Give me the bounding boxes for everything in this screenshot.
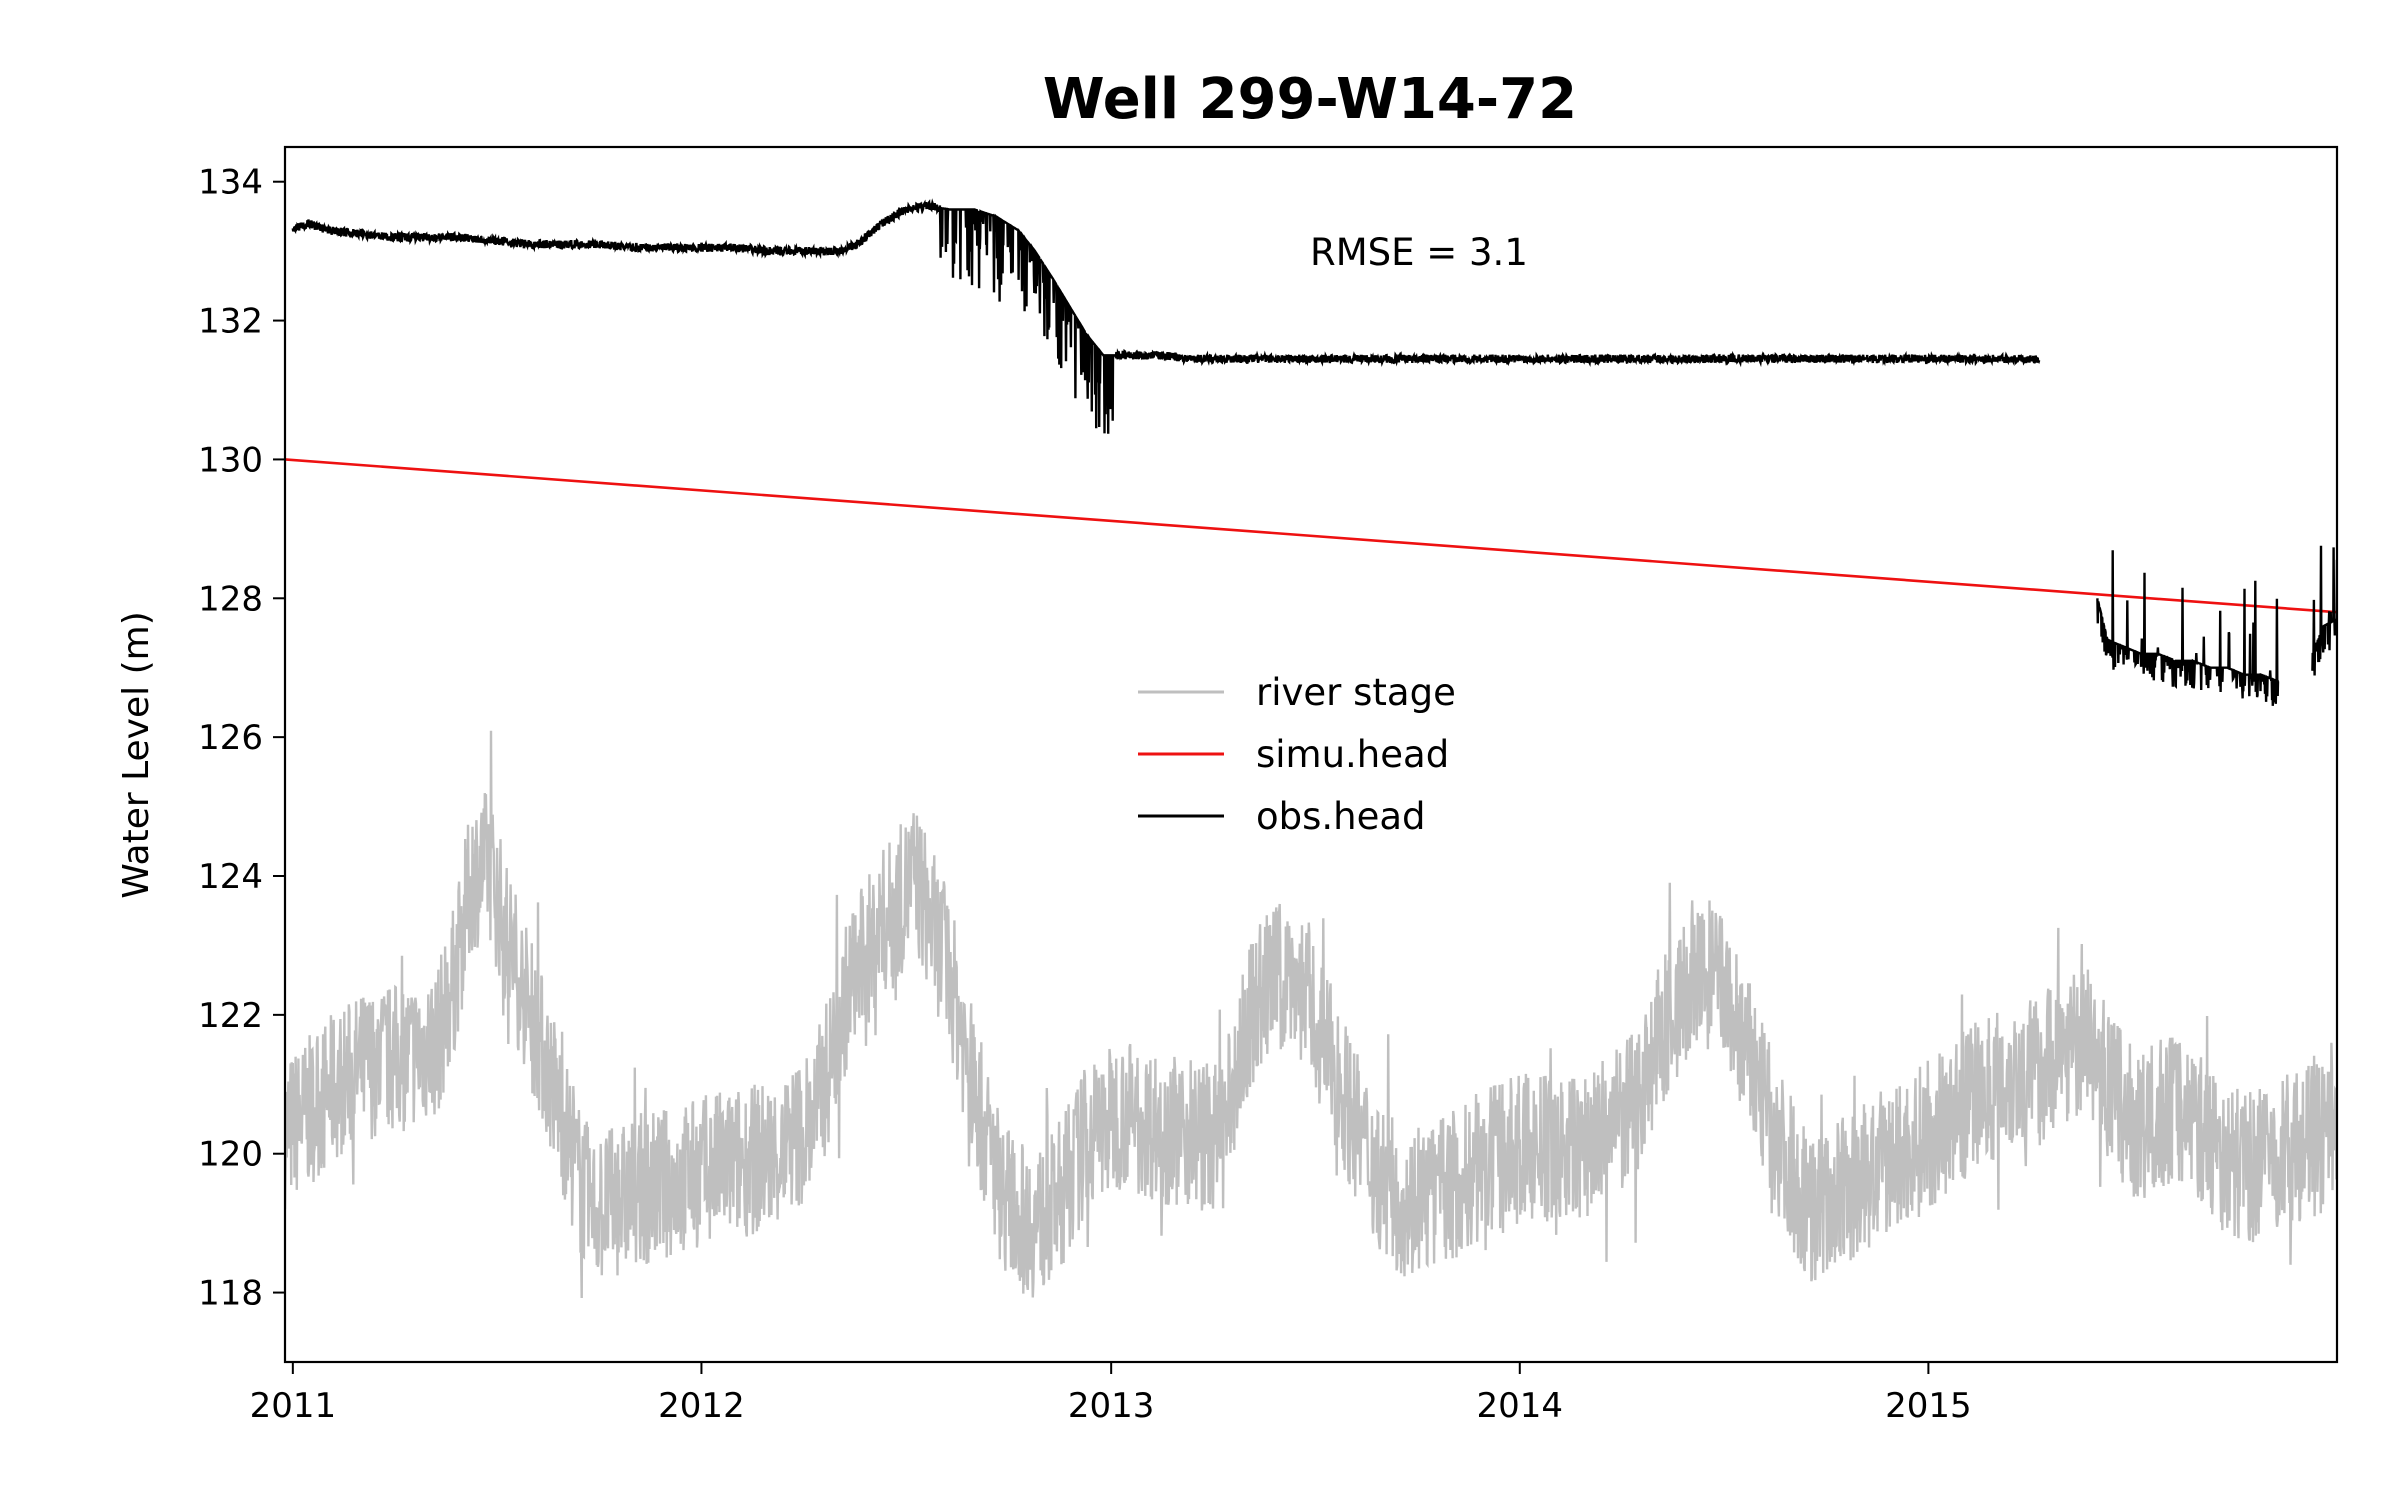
y-tick-label-124: 124 bbox=[198, 857, 263, 897]
x-tick-label-2012: 2012 bbox=[658, 1386, 745, 1426]
y-axis: 118 120 122 124 126 128 130 132 134 bbox=[198, 163, 285, 1314]
y-tick-label-134: 134 bbox=[198, 163, 263, 203]
x-axis: 2011 2012 2013 2014 2015 bbox=[250, 1362, 1972, 1426]
y-tick-label-122: 122 bbox=[198, 996, 263, 1036]
legend-label-river-stage: river stage bbox=[1256, 671, 1456, 714]
y-tick-label-118: 118 bbox=[198, 1274, 263, 1314]
plot-frame bbox=[283, 145, 2339, 1364]
rmse-annotation: RMSE = 3.1 bbox=[1310, 231, 1528, 274]
x-tick-label-2014: 2014 bbox=[1477, 1386, 1564, 1426]
y-tick-label-128: 128 bbox=[198, 579, 263, 619]
series-simu-head bbox=[285, 458, 2337, 614]
series-obs-head-segment-1 bbox=[291, 198, 2041, 434]
chart-title: Well 299-W14-72 bbox=[1043, 67, 1577, 132]
y-tick-label-120: 120 bbox=[198, 1135, 263, 1175]
y-tick-label-130: 130 bbox=[198, 440, 263, 480]
y-axis-title: Water Level (m) bbox=[116, 611, 157, 899]
legend: river stage simu.head obs.head bbox=[1138, 671, 1456, 838]
x-tick-label-2015: 2015 bbox=[1885, 1386, 1972, 1426]
series-obs-head-segment-3 bbox=[2311, 545, 2337, 676]
legend-label-simu-head: simu.head bbox=[1256, 733, 1449, 776]
plot-area bbox=[285, 198, 2337, 1299]
x-tick-label-2013: 2013 bbox=[1068, 1386, 1155, 1426]
series-river-stage bbox=[285, 730, 2337, 1299]
y-tick-label-132: 132 bbox=[198, 302, 263, 342]
legend-label-obs-head: obs.head bbox=[1256, 795, 1426, 838]
y-tick-label-126: 126 bbox=[198, 718, 263, 758]
x-tick-label-2011: 2011 bbox=[250, 1386, 337, 1426]
series-obs-head-segment-2 bbox=[2096, 550, 2280, 706]
